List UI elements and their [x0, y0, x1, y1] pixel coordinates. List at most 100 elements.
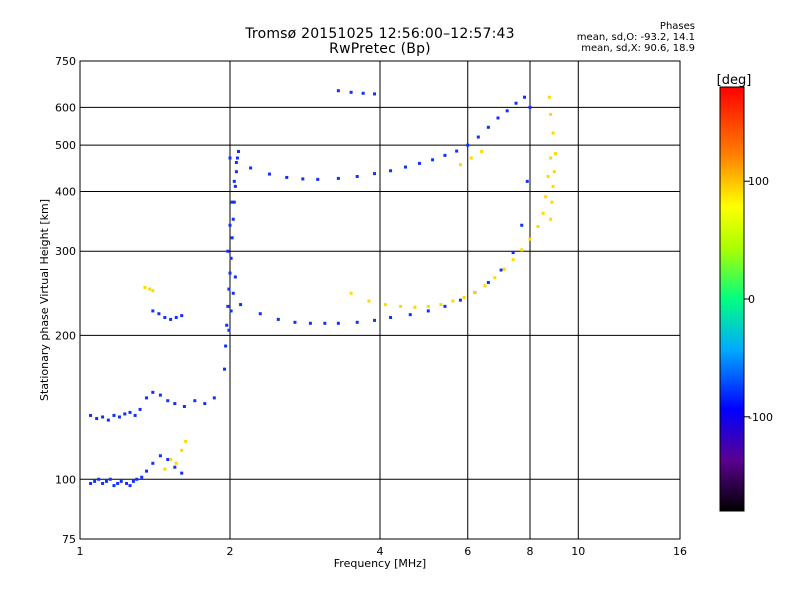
data-point: [276, 317, 280, 321]
data-point: [323, 321, 327, 325]
data-point: [166, 457, 170, 461]
stats-o-mode: mean, sd,O: -93.2, 14.1: [576, 32, 695, 43]
data-point: [553, 152, 557, 156]
data-point: [480, 149, 484, 153]
data-point: [476, 135, 480, 139]
y-axis-label: Stationary phase Virtual Height [km]: [38, 199, 51, 401]
data-point: [502, 267, 506, 271]
data-point: [439, 303, 443, 307]
data-point: [112, 484, 116, 488]
x-tick-label: 8: [527, 545, 534, 558]
data-point: [336, 321, 340, 325]
data-point: [483, 284, 487, 288]
data-point: [226, 304, 230, 308]
data-point: [193, 399, 197, 403]
data-point: [233, 275, 237, 279]
data-point: [413, 305, 417, 309]
data-point: [547, 95, 551, 99]
data-point: [228, 223, 232, 227]
data-point: [123, 412, 127, 416]
data-point: [389, 315, 393, 319]
data-point: [228, 156, 232, 160]
data-point: [403, 165, 407, 169]
data-point: [212, 396, 216, 400]
data-point: [473, 290, 477, 294]
data-point: [520, 223, 524, 227]
data-point: [119, 479, 123, 483]
axis-ticks: 1 2 4 6 8 10 16 75 100 200 300 400 500 600 750: [55, 55, 687, 558]
x-axis-label: Frequency [MHz]: [334, 557, 426, 570]
data-point: [301, 177, 305, 181]
data-point: [116, 481, 120, 485]
data-point: [443, 153, 447, 157]
stats-title: Phases: [659, 21, 695, 32]
data-point: [235, 156, 239, 160]
data-point: [180, 314, 184, 318]
data-point: [417, 161, 421, 165]
data-point: [355, 174, 359, 178]
data-point: [106, 418, 110, 422]
data-point: [163, 315, 167, 319]
data-point: [234, 170, 238, 174]
data-point: [544, 195, 548, 199]
data-point: [431, 158, 435, 162]
data-point: [486, 281, 490, 285]
data-point: [549, 112, 553, 116]
data-point: [267, 172, 271, 176]
data-point: [316, 177, 320, 181]
y-tick-label: 500: [55, 139, 76, 152]
colorbar-label: [deg]: [717, 73, 752, 88]
data-point: [383, 303, 387, 307]
data-point: [163, 467, 167, 471]
data-point: [528, 105, 532, 109]
x-tick-label: 16: [673, 545, 687, 558]
data-point: [308, 321, 312, 325]
data-point: [426, 309, 430, 313]
data-point: [408, 313, 412, 317]
y-tick-label: 400: [55, 185, 76, 198]
data-point: [541, 211, 545, 215]
data-point: [233, 184, 237, 188]
data-point: [349, 291, 353, 295]
data-point: [293, 320, 297, 324]
data-point: [95, 417, 99, 421]
data-point: [486, 125, 490, 129]
data-point: [128, 484, 132, 488]
data-point: [224, 344, 228, 348]
data-point: [112, 413, 116, 417]
y-tick-label: 300: [55, 245, 76, 258]
y-tick-label: 100: [55, 473, 76, 486]
data-point: [258, 312, 262, 316]
data-point: [505, 109, 509, 113]
data-point: [285, 175, 289, 179]
data-point: [528, 237, 532, 241]
data-point: [496, 116, 500, 120]
data-point: [232, 179, 236, 183]
data-point: [227, 328, 231, 332]
x-tick-label: 4: [377, 545, 384, 558]
data-point: [226, 249, 230, 253]
chart-title: Tromsø 20151025 12:56:00–12:57:43: [245, 26, 515, 42]
data-point: [229, 309, 233, 313]
data-point: [443, 304, 447, 308]
data-point: [469, 156, 473, 160]
data-point: [389, 169, 393, 173]
data-point: [520, 248, 524, 252]
stats-x-mode: mean, sd,X: 90.6, 18.9: [581, 43, 695, 54]
data-point: [133, 413, 137, 417]
data-point: [104, 479, 108, 483]
data-point: [549, 217, 553, 221]
data-point: [458, 298, 462, 302]
data-point: [451, 299, 455, 303]
data-point: [138, 407, 142, 411]
data-point: [117, 415, 121, 419]
data-point: [125, 481, 129, 485]
data-point: [180, 448, 184, 452]
y-tick-label: 600: [55, 101, 76, 114]
data-point: [145, 396, 149, 400]
data-point: [458, 163, 462, 167]
data-point: [148, 287, 152, 291]
chart-subtitle: RwPretec (Bp): [329, 41, 431, 57]
data-point: [228, 271, 232, 275]
